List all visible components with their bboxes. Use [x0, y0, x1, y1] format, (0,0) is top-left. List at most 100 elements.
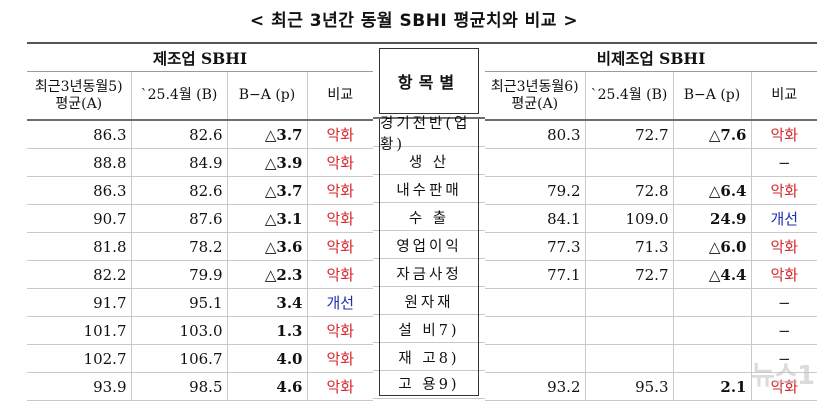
avg-cell: 90.7 [27, 204, 131, 233]
diff-cell: △3.1 [226, 204, 307, 233]
item-row: 자금사정 [373, 259, 485, 287]
current-cell: 72.7 [584, 260, 673, 289]
current-cell: 82.6 [130, 176, 227, 205]
diff-cell [672, 148, 751, 177]
current-cell: 72.7 [584, 120, 673, 149]
table-row: 88.8 84.9 △3.9 악화 [27, 148, 373, 177]
column-header-compare: 비교 [306, 71, 373, 121]
diff-cell: △3.9 [226, 148, 307, 177]
non-manufacturing-table: 비제조업 SBHI 최근3년동월6) 평균(A) `25.4월 (B) B−A … [485, 42, 818, 401]
item-row: 내수판매 [373, 175, 485, 203]
current-cell: 79.9 [130, 260, 227, 289]
manufacturing-rows: 86.3 82.6 △3.7 악화 88.8 84.9 △3.9 악화 86.3 82.6 △3.7… [27, 120, 373, 401]
compare-cell: 악화 [750, 176, 818, 205]
avg-cell: 77.1 [485, 260, 585, 289]
item-row: 재 고8) [373, 343, 485, 371]
compare-cell: 악화 [306, 316, 373, 345]
avg-cell: 86.3 [27, 120, 131, 149]
compare-cell: 악화 [306, 204, 373, 233]
diff-cell [672, 316, 751, 345]
current-cell [584, 316, 673, 345]
manufacturing-group-header: 제조업 SBHI [27, 42, 373, 72]
current-cell [584, 288, 673, 317]
current-cell: 78.2 [130, 232, 227, 261]
table-row: 102.7 106.7 4.0 악화 [27, 344, 373, 373]
non-manufacturing-rows: 80.3 72.7 △7.6 악화 −79.2 72.8 △6.4 악화 84.1 109.0 24… [485, 120, 818, 401]
column-header-avg: 최근3년동월5) 평균(A) [27, 71, 131, 121]
compare-cell: 악화 [750, 120, 818, 149]
item-row: 설 비7) [373, 315, 485, 343]
avg-cell: 102.7 [27, 344, 131, 373]
diff-cell: △3.7 [226, 120, 307, 149]
table-row: − [485, 316, 818, 345]
item-column: 항목별 경기전반(업황) 생 산 내수판매 수 출 영업이익 자금사정 원자재 설 비7) 재 … [373, 42, 485, 399]
table-row: 86.3 82.6 △3.7 악화 [27, 120, 373, 149]
compare-cell: − [750, 316, 818, 345]
table-row: 77.3 71.3 △6.0 악화 [485, 232, 818, 261]
avg-cell: 79.2 [485, 176, 585, 205]
current-cell: 72.8 [584, 176, 673, 205]
item-label: 고 용9) [379, 371, 479, 396]
table-row: 90.7 87.6 △3.1 악화 [27, 204, 373, 233]
compare-cell: 악화 [306, 372, 373, 401]
avg-cell: 80.3 [485, 120, 585, 149]
column-header-current: `25.4월 (B) [584, 71, 673, 121]
diff-cell [672, 288, 751, 317]
table-row: 91.7 95.1 3.4 개선 [27, 288, 373, 317]
item-label: 원자재 [379, 287, 479, 315]
current-cell: 106.7 [130, 344, 227, 373]
compare-cell: 악화 [306, 232, 373, 261]
current-cell: 84.9 [130, 148, 227, 177]
current-cell: 103.0 [130, 316, 227, 345]
diff-cell: △6.0 [672, 232, 751, 261]
diff-cell: △7.6 [672, 120, 751, 149]
column-header-diff: B−A (p) [226, 71, 307, 121]
item-label: 설 비7) [379, 315, 479, 343]
column-header-diff: B−A (p) [672, 71, 751, 121]
item-label: 영업이익 [379, 231, 479, 259]
diff-cell [672, 344, 751, 373]
diff-cell: △3.6 [226, 232, 307, 261]
table-row: − [485, 148, 818, 177]
compare-cell: − [750, 344, 818, 373]
diff-cell: 4.0 [226, 344, 307, 373]
item-row: 경기전반(업황) [373, 116, 485, 153]
table-row: 93.2 95.3 2.1 악화 [485, 372, 818, 401]
diff-cell: 4.6 [226, 372, 307, 401]
table-row: 82.2 79.9 △2.3 악화 [27, 260, 373, 289]
diff-cell: △6.4 [672, 176, 751, 205]
diff-cell: 24.9 [672, 204, 751, 233]
comparison-table: 제조업 SBHI 최근3년동월5) 평균(A) `25.4월 (B) B−A (… [27, 42, 818, 401]
current-cell: 95.3 [584, 372, 673, 401]
table-row: 77.1 72.7 △4.4 악화 [485, 260, 818, 289]
avg-cell: 101.7 [27, 316, 131, 345]
table-row: − [485, 288, 818, 317]
avg-cell: 93.2 [485, 372, 585, 401]
compare-cell: 악화 [750, 372, 818, 401]
avg-cell: 91.7 [27, 288, 131, 317]
compare-cell: 악화 [306, 260, 373, 289]
table-row: 93.9 98.5 4.6 악화 [27, 372, 373, 401]
item-label: 생 산 [379, 147, 479, 175]
compare-cell: − [750, 288, 818, 317]
current-cell [584, 344, 673, 373]
table-title: < 최근 3년간 동월 SBHI 평균치와 비교 > [249, 11, 579, 31]
avg-cell: 93.9 [27, 372, 131, 401]
table-row: 81.8 78.2 △3.6 악화 [27, 232, 373, 261]
compare-cell: 악화 [306, 148, 373, 177]
current-cell: 98.5 [130, 372, 227, 401]
current-cell: 87.6 [130, 204, 227, 233]
table-row: − [485, 344, 818, 373]
current-cell: 95.1 [130, 288, 227, 317]
compare-cell: 악화 [750, 260, 818, 289]
avg-cell: 81.8 [27, 232, 131, 261]
diff-cell: 1.3 [226, 316, 307, 345]
compare-cell: 개선 [306, 288, 373, 317]
item-row: 생 산 [373, 147, 485, 175]
manufacturing-table: 제조업 SBHI 최근3년동월5) 평균(A) `25.4월 (B) B−A (… [27, 42, 373, 401]
item-label: 자금사정 [379, 259, 479, 287]
compare-cell: − [750, 148, 818, 177]
compare-cell: 개선 [750, 204, 818, 233]
avg-cell [485, 316, 585, 345]
table-row: 84.1 109.0 24.9 개선 [485, 204, 818, 233]
